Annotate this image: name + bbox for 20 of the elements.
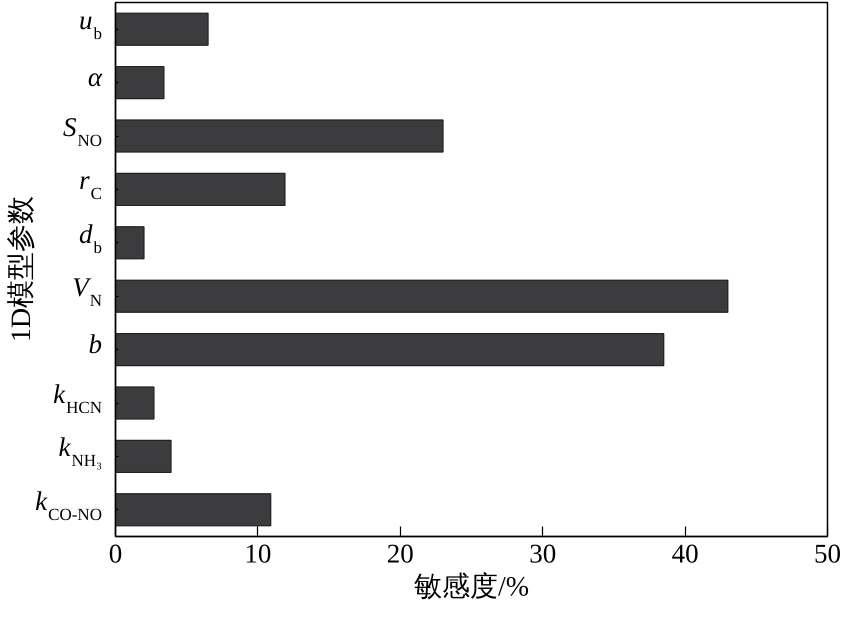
bar [116,12,209,46]
x-tick-label: 30 [529,538,556,568]
x-tick-label: 50 [814,538,841,568]
x-tick-label: 20 [386,538,414,568]
bar [116,332,664,366]
x-tick-label: 0 [108,538,122,568]
bar [116,119,444,153]
bar [116,226,145,260]
x-axis-title: 敏感度/% [414,572,530,602]
x-tick-label: 40 [672,538,699,568]
bar [116,280,728,313]
bar [116,493,272,526]
bar [116,386,155,420]
y-tick-label: α [88,62,102,92]
y-axis-title: 1D模型参数 [6,196,37,342]
y-tick-label: b [88,328,102,358]
bar [116,66,165,100]
x-tick-label: 10 [244,538,272,568]
bar [116,440,172,474]
bar [116,172,286,206]
